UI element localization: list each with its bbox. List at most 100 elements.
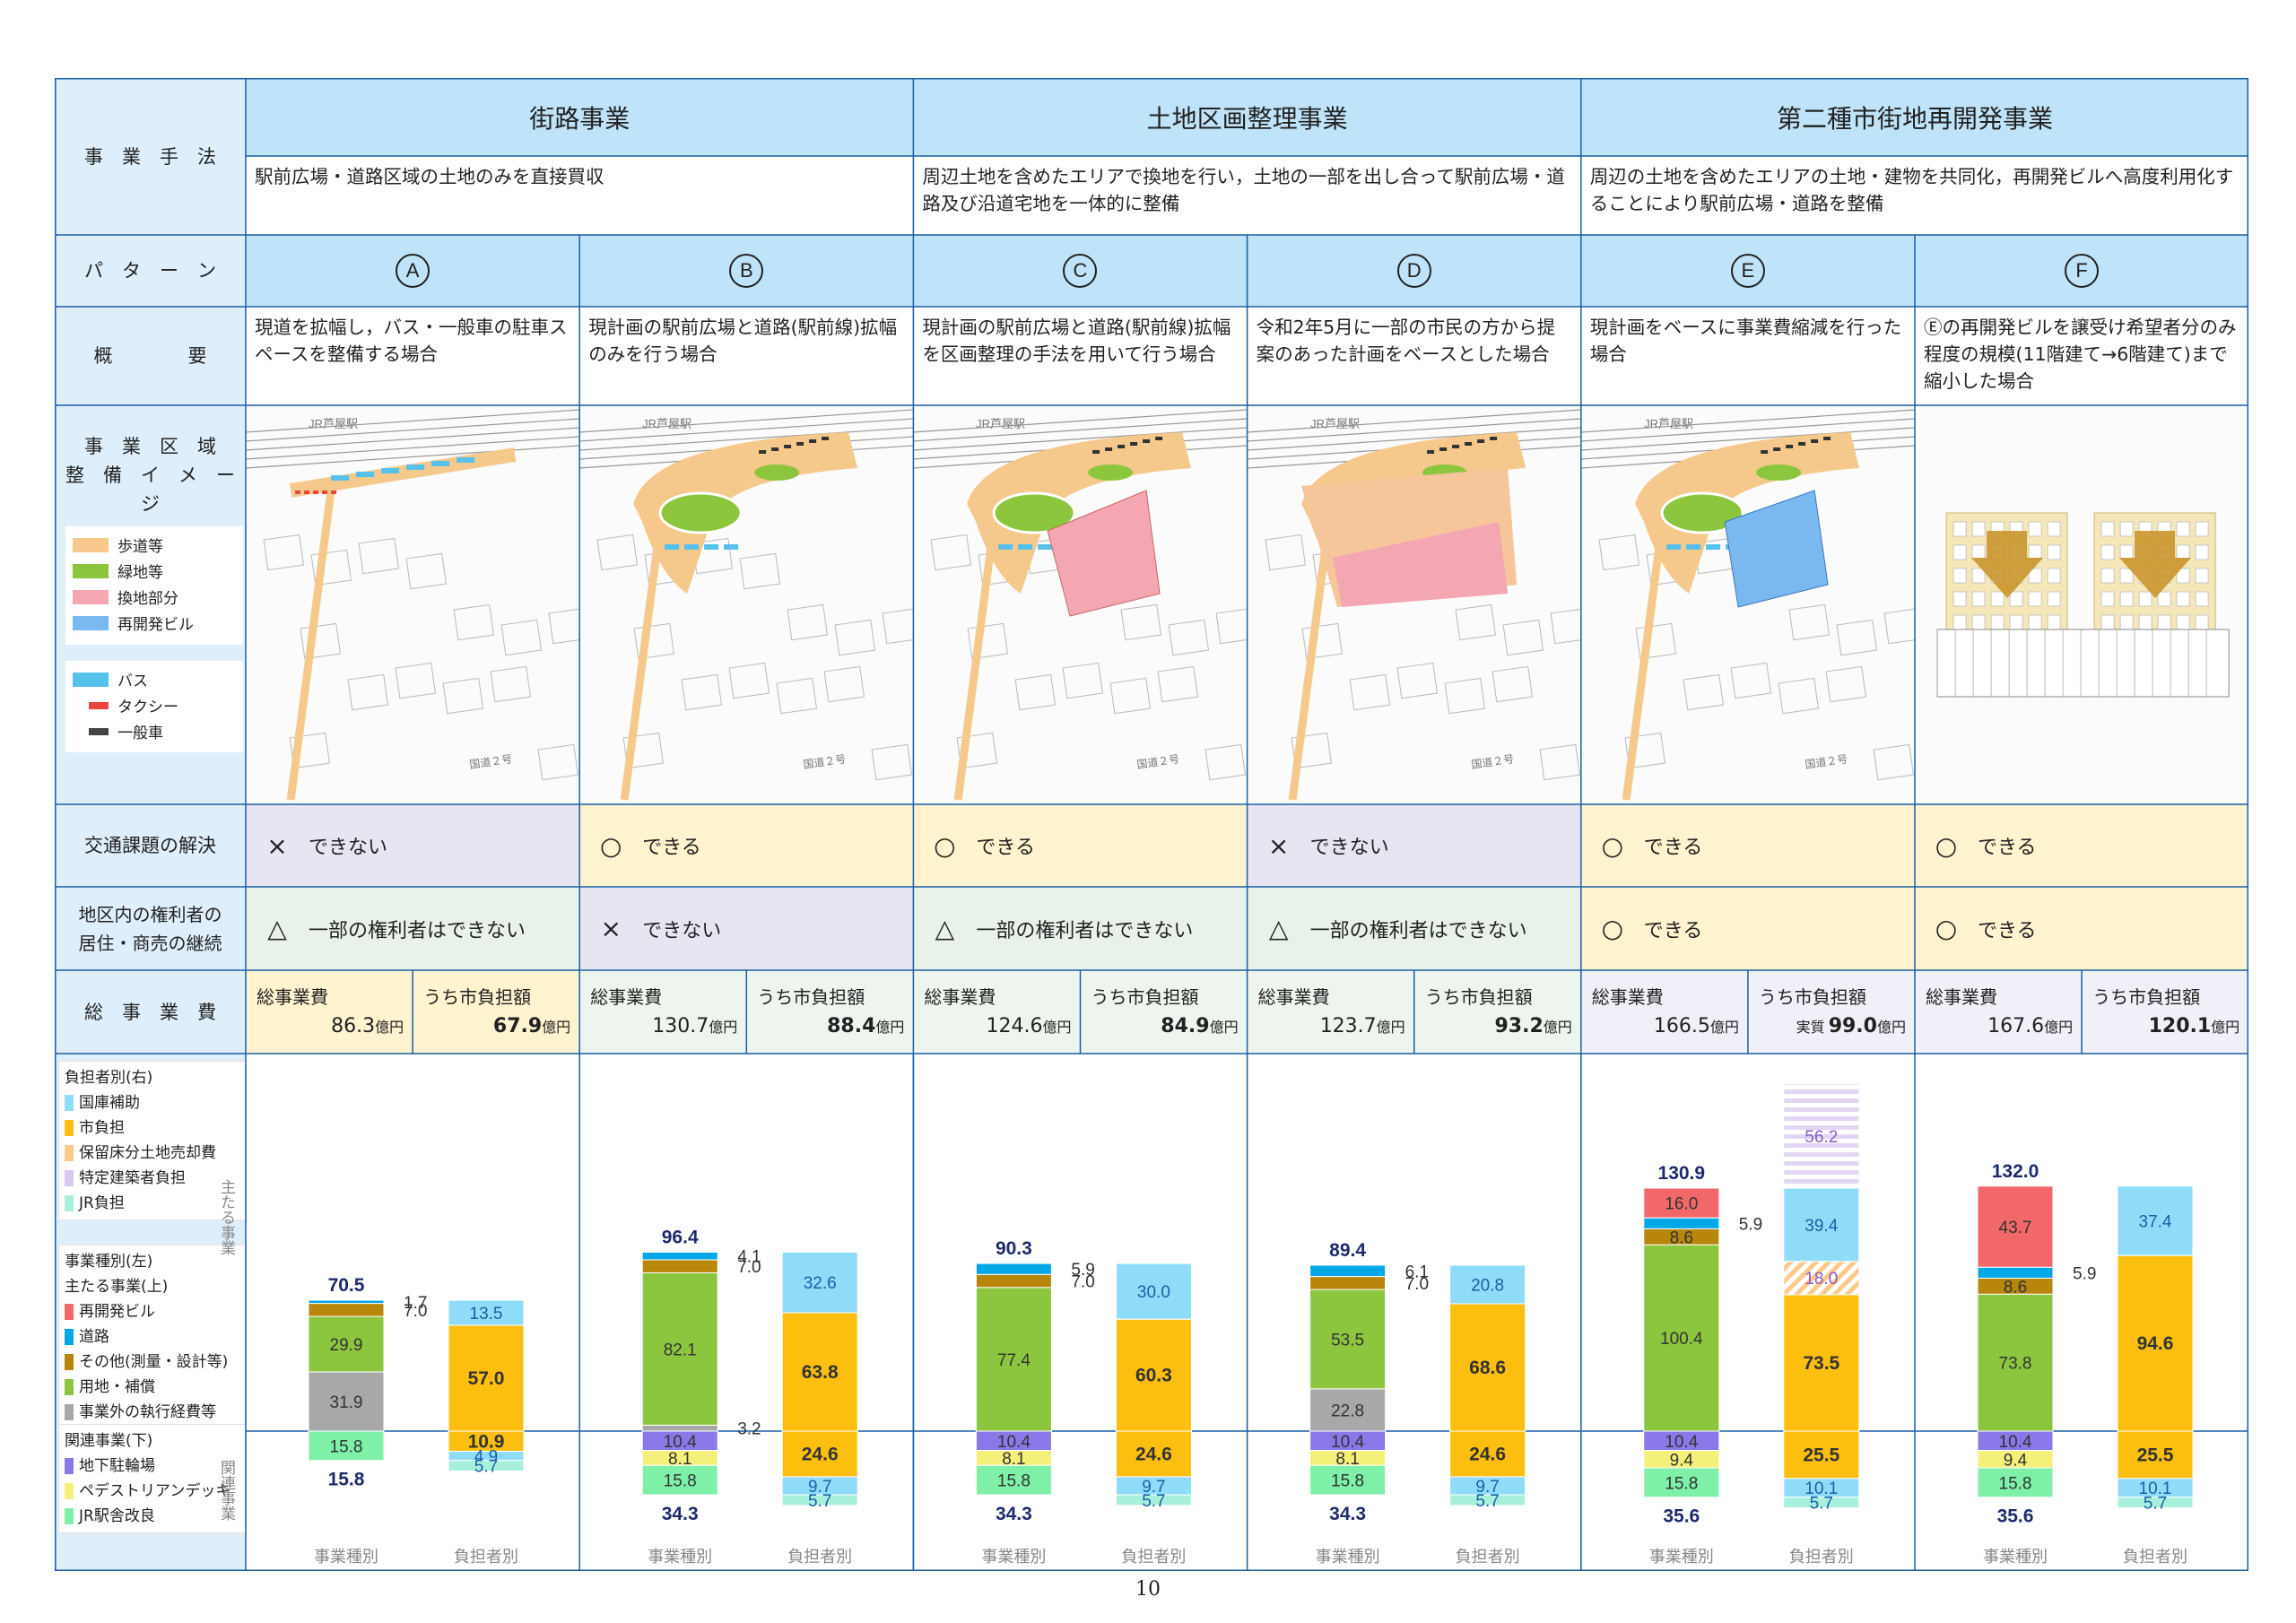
evaluation-mark: △ [935,914,955,943]
row-label-traffic: 交通課題の解決 [55,804,246,887]
data-label: 10.1 [2139,1480,2172,1498]
building-outline [1168,619,1210,656]
plaza-green [658,491,743,534]
building-window [2176,521,2190,537]
evaluation-mark: × [600,914,622,943]
data-label: 16.0 [1665,1195,1698,1214]
city-cost-number: 120.1 [2148,1015,2212,1037]
building-outline [1873,743,1914,781]
data-label: 37.4 [2139,1212,2172,1231]
data-label: 57.0 [468,1368,505,1389]
building-outline [1730,662,1771,699]
total-cost-cell: 総事業費 167.6億円 [1915,970,2083,1054]
chart-legend-item: 特定建築者負担 [65,1166,240,1191]
total-label: 90.3 [996,1238,1032,1259]
bar-segment-land [1977,1293,2054,1432]
rail-line [913,409,1248,433]
bar-segment-other [1309,1276,1387,1290]
cost-unit: 億円 [1876,1019,1906,1036]
station-label: JR芦屋駅 [642,417,691,430]
building-window [2100,591,2115,607]
building-outline [358,537,400,575]
total-label: 34.3 [1329,1504,1366,1524]
replotting-area [1047,490,1161,617]
chart-legend-title: 関連事業(下) [65,1432,153,1450]
chart-legend-subtitle: 主たる事業(上) [65,1278,169,1296]
data-label: 39.4 [1805,1217,1838,1236]
site-plan-image: JR芦屋駅 国道２号 [246,405,580,804]
building-outline [453,603,495,641]
evaluation-mark: × [1267,830,1290,861]
evaluation-text: できる [1643,919,1703,942]
pattern-overview: 現計画の駅前広場と道路(駅前線)拡幅のみを行う場合 [579,307,913,405]
building-outline [500,619,543,656]
city-cost-number: 67.9 [492,1015,543,1037]
bus-icon [1665,544,1681,550]
total-label: 96.4 [662,1227,699,1247]
total-cost-label: 総事業費 [590,986,663,1008]
chart-legend-swatch [65,1329,74,1345]
city-cost-cell: うち市負担額 120.1億円 [2082,970,2249,1054]
data-label: 8.1 [1335,1450,1359,1469]
evaluation-text: できる [976,837,1035,859]
data-label: 7.0 [737,1258,761,1277]
data-label: 8.6 [1670,1228,1693,1247]
map-legend-label: 歩道等 [117,538,163,556]
taxi-icon [331,490,337,494]
building-window [2138,614,2152,630]
chart-legend-item: 再開発ビル [65,1299,240,1324]
evaluation-text: できる [1643,837,1703,859]
pattern-letter: F [2065,254,2100,288]
building-window [2176,568,2190,584]
data-label: 5.7 [1142,1492,1165,1511]
method-description-text: 駅前広場・道路区域の土地のみを直接買収 [255,166,604,187]
total-cost-label: 総事業費 [257,986,328,1008]
total-label: 34.3 [662,1504,699,1524]
data-label: 29.9 [330,1336,363,1355]
row-label-overview: 概 要 [55,307,246,405]
data-label: 8.6 [2004,1278,2027,1297]
city-cost-number: 93.2 [1494,1015,1544,1037]
data-label: 82.1 [664,1341,697,1359]
chart-legend-item: ペデストリアンデッキ [65,1479,240,1504]
total-cost-value: 86.3億円 [257,1011,404,1042]
map-legend-label: バス [117,673,148,690]
pattern-header: C [913,235,1248,307]
evaluation-traffic: × できない [246,804,580,887]
evaluation-text: 一部の権利者はできない [976,919,1194,942]
x-axis-label: 負担者別 [1456,1548,1520,1566]
city-cost-number: 99.0 [1828,1015,1877,1037]
pattern-overview: 現計画をベースに事業費縮減を行った場合 [1581,307,1915,405]
method-description: 周辺土地を含めたエリアで換地を行い，土地の一部を出し合って駅前広場・道路及び沿道… [913,156,1580,235]
building-outline [1598,534,1639,571]
city-cost-value: 84.9億円 [1091,1011,1238,1042]
building-window [1990,614,2005,630]
data-label: 73.8 [1999,1355,2032,1374]
building-window [2119,614,2134,630]
building-outline [728,662,770,699]
data-label: 24.6 [1469,1444,1506,1464]
pattern-header: F [1915,235,2249,307]
row-label-method: 事 業 手 法 [55,78,246,235]
bus-icon [381,468,400,473]
x-axis-label: 負担者別 [1121,1548,1186,1566]
rail-line [1247,427,1581,451]
total-cost-label: 総事業費 [1926,986,1997,1008]
car-icon [1810,439,1818,443]
total-cost-number: 167.6 [1987,1015,2045,1037]
site-plan-image [1915,405,2249,804]
chart-legend-item: その他(測量・設計等) [65,1350,240,1375]
city-cost-label: うち市負担額 [423,986,532,1008]
rail-line [246,445,580,469]
map-legend-swatch [73,615,109,630]
evaluation-mark: ○ [1601,914,1624,943]
building-outline [1444,677,1485,715]
evaluation-text: できない [1309,837,1389,859]
building-window [2195,544,2209,560]
method-title-text: 土地区画整理事業 [1146,103,1348,134]
redevelopment-building [1724,490,1829,608]
building-outline [776,677,818,715]
building-outline [1062,662,1104,699]
